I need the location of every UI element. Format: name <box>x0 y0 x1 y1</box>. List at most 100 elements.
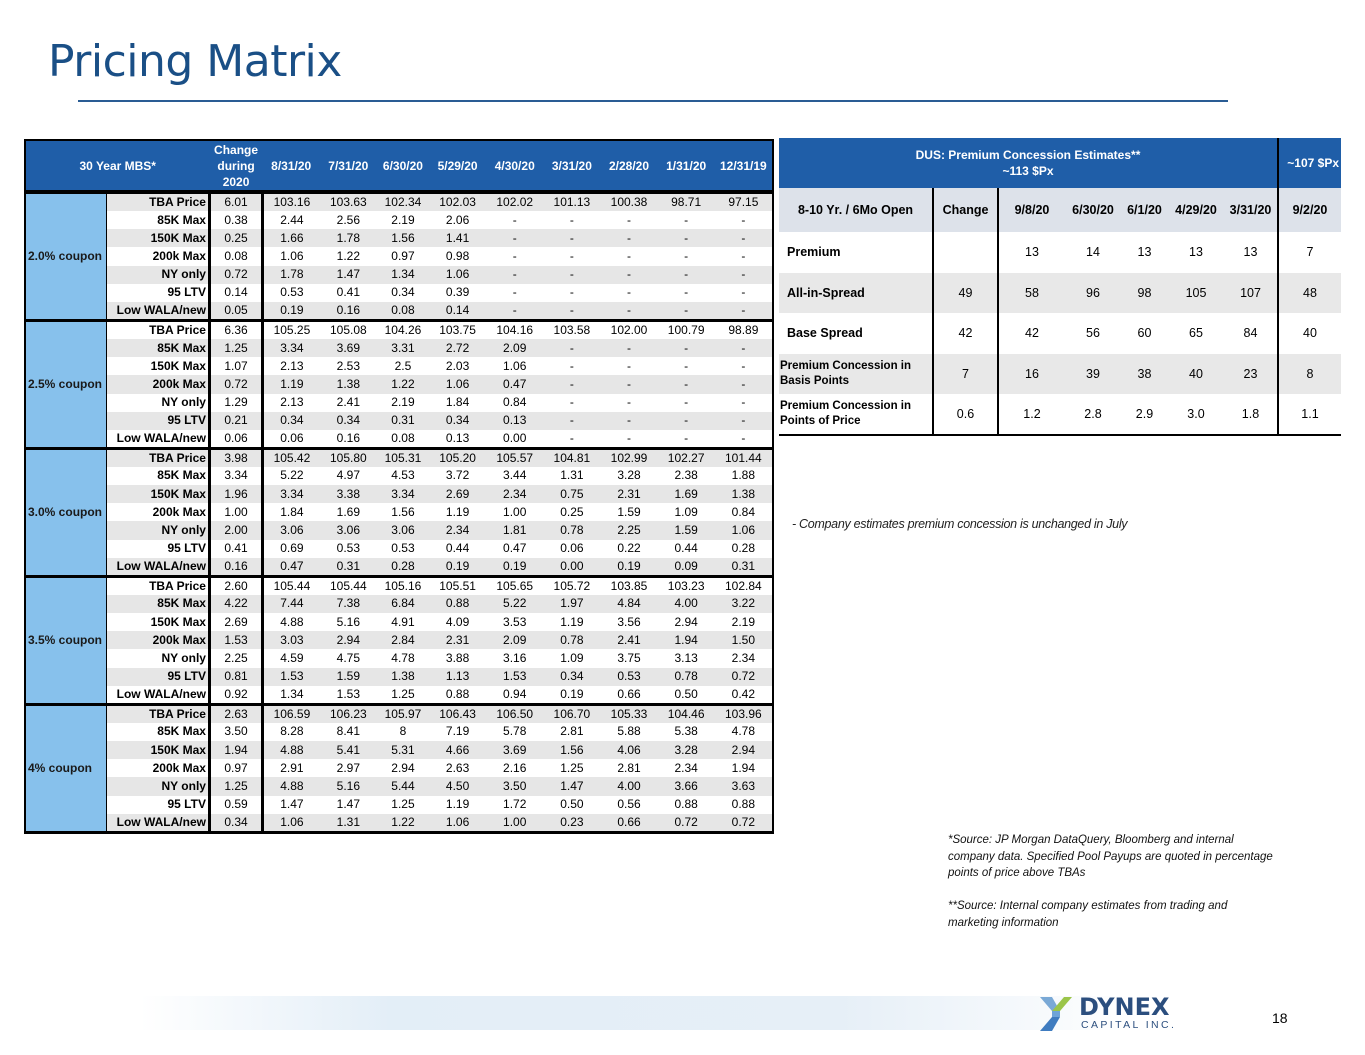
value-cell: 3.28 <box>600 466 658 486</box>
value-cell: 100.38 <box>600 192 658 211</box>
row-label: 200k Max <box>106 631 211 650</box>
value-cell: 97.15 <box>714 192 773 211</box>
value-cell: 4.88 <box>262 613 320 632</box>
value-cell: 2.94 <box>714 740 773 760</box>
value-cell: 3.06 <box>319 521 377 540</box>
table-row: 200k Max 1.53 3.03 2.94 2.84 2.31 2.09 0.78 2.41… <box>25 631 773 650</box>
logo-subtitle: CAPITAL INC. <box>1081 1019 1177 1031</box>
value-cell: - <box>714 301 773 322</box>
value-cell: 2.31 <box>600 485 658 504</box>
row-label: 150K Max <box>106 485 211 504</box>
table-row: NY only 0.72 1.78 1.47 1.34 1.06- - - - - <box>25 265 773 284</box>
value-cell: 4.75 <box>319 649 377 668</box>
value-cell: 1.94 <box>714 759 773 778</box>
value-cell: - <box>486 229 544 248</box>
table-row: 200k Max 0.08 1.06 1.22 0.97 0.98- - - - - <box>25 247 773 266</box>
value-cell: 100.79 <box>657 320 715 339</box>
value-cell: 1.19 <box>429 503 487 522</box>
dus-column-header: 9/8/20 <box>998 188 1065 232</box>
date-header: 3/31/20 <box>543 140 601 194</box>
row-label: 150K Max <box>106 613 211 632</box>
value-cell: 1.38 <box>319 375 377 394</box>
change-header-line: Change <box>214 142 259 157</box>
value-cell: - <box>657 265 715 284</box>
value-cell: 4.91 <box>376 613 430 632</box>
dus-header-row: 8-10 Yr. / 6Mo Open Change 9/8/20 6/30/2… <box>779 188 1341 232</box>
change-cell: 0.72 <box>209 375 265 394</box>
value-cell: 3.34 <box>376 485 430 504</box>
value-cell: 0.06 <box>543 539 601 558</box>
source-footnote-1: *Source: JP Morgan DataQuery, Bloomberg … <box>948 834 1273 879</box>
value-cell: 0.53 <box>319 539 377 558</box>
value-cell: 0.72 <box>714 813 773 834</box>
value-cell: 0.13 <box>486 411 544 430</box>
dus-value-cell: 1.8 <box>1224 394 1278 436</box>
value-cell: 1.78 <box>262 265 320 284</box>
value-cell: 2.31 <box>429 631 487 650</box>
value-cell: 3.28 <box>657 740 715 760</box>
dus-value-cell <box>933 232 999 273</box>
value-cell: 1.34 <box>376 265 430 284</box>
value-cell: 3.69 <box>319 338 377 358</box>
value-cell: 1.47 <box>543 777 601 796</box>
value-cell: 0.50 <box>543 795 601 814</box>
row-label: TBA Price <box>106 576 211 595</box>
coupon-label: 3.0% coupon <box>25 448 107 578</box>
value-cell: 0.47 <box>262 557 320 578</box>
table-row: NY only 1.29 2.13 2.41 2.19 1.84 0.84- - - - <box>25 393 773 412</box>
value-cell: 1.25 <box>543 759 601 778</box>
change-cell: 3.34 <box>209 466 265 486</box>
dus-value-cell: 60 <box>1121 313 1168 354</box>
value-cell: 0.34 <box>543 667 601 686</box>
dus-value-cell: 39 <box>1065 353 1121 394</box>
change-cell: 2.00 <box>209 521 265 540</box>
value-cell: 2.03 <box>429 357 487 376</box>
value-cell: 4.84 <box>600 594 658 613</box>
value-cell: - <box>714 357 773 376</box>
value-cell: 4.06 <box>600 740 658 760</box>
dus-column-header: 3/31/20 <box>1224 188 1278 232</box>
value-cell: 1.09 <box>543 649 601 668</box>
mbs-pricing-table: 30 Year MBS* Change during 2020 8/31/20 … <box>24 139 774 834</box>
row-label: Low WALA/new <box>106 301 211 322</box>
value-cell: - <box>657 393 715 412</box>
value-cell: 102.84 <box>714 576 773 595</box>
value-cell: - <box>600 229 658 248</box>
value-cell: 102.27 <box>657 448 715 467</box>
value-cell: 0.47 <box>486 375 544 394</box>
value-cell: - <box>657 429 715 450</box>
value-cell: 0.00 <box>543 557 601 578</box>
value-cell: - <box>486 301 544 322</box>
value-cell: 0.84 <box>486 393 544 412</box>
coupon-label: 2.0% coupon <box>25 192 107 322</box>
value-cell: - <box>543 338 601 358</box>
value-cell: 5.16 <box>319 777 377 796</box>
value-cell: - <box>543 229 601 248</box>
value-cell: 2.41 <box>600 631 658 650</box>
table-row: 3.5% coupon TBA Price 2.60 105.44 105.44 105.… <box>25 576 773 706</box>
dus-side-title: ~107 $Px <box>1277 138 1341 188</box>
value-cell: - <box>600 247 658 266</box>
value-cell: - <box>543 265 601 284</box>
row-label: Low WALA/new <box>106 429 211 450</box>
value-cell: 104.26 <box>376 320 430 339</box>
value-cell: 3.13 <box>657 649 715 668</box>
value-cell: - <box>714 375 773 394</box>
table-row: Low WALA/new 0.06 0.06 0.16 0.08 0.13 0.00- - - - <box>25 429 773 450</box>
value-cell: 101.13 <box>543 192 601 211</box>
value-cell: 0.44 <box>657 539 715 558</box>
value-cell: 0.75 <box>543 485 601 504</box>
dus-value-cell: 38 <box>1121 353 1168 394</box>
mbs-header-row: 30 Year MBS* Change during 2020 8/31/20 … <box>25 140 773 194</box>
value-cell: 0.09 <box>657 557 715 578</box>
value-cell: 0.78 <box>543 631 601 650</box>
change-cell: 4.22 <box>209 594 265 613</box>
value-cell: 0.78 <box>543 521 601 540</box>
table-row: 150K Max 1.96 3.34 3.38 3.34 2.69 2.34 0.75 2.31… <box>25 485 773 504</box>
value-cell: 0.19 <box>543 685 601 706</box>
value-cell: 105.65 <box>486 576 544 595</box>
value-cell: 3.75 <box>600 649 658 668</box>
value-cell: 103.96 <box>714 704 773 723</box>
table-row: 85K Max 3.34 5.22 4.97 4.53 3.72 3.44 1.31 3.28 2… <box>25 466 773 486</box>
value-cell: 0.13 <box>429 429 487 450</box>
